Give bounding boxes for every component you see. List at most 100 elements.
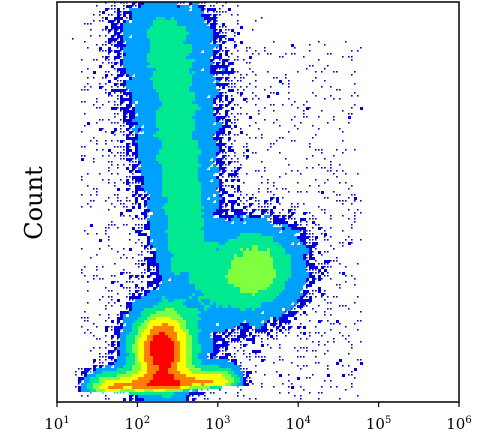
density-point: [168, 296, 171, 299]
density-point: [183, 167, 186, 170]
density-point: [210, 20, 212, 22]
density-point: [147, 35, 150, 38]
density-point: [120, 119, 122, 121]
density-point: [135, 152, 138, 155]
density-point: [285, 245, 288, 248]
density-point: [138, 26, 141, 29]
density-point: [183, 41, 186, 44]
density-point: [210, 269, 213, 272]
density-point: [261, 284, 264, 287]
density-point: [132, 56, 135, 59]
density-point: [129, 143, 131, 145]
density-point: [246, 206, 248, 208]
density-point: [162, 107, 165, 110]
density-point: [132, 89, 135, 92]
density-point: [207, 101, 210, 104]
density-point: [204, 131, 207, 134]
density-point: [153, 47, 156, 50]
density-point: [291, 272, 294, 275]
density-point: [114, 20, 116, 22]
density-point: [147, 2, 150, 5]
density-point: [312, 80, 314, 82]
density-point: [192, 236, 195, 239]
density-point: [123, 32, 126, 35]
density-point: [312, 155, 314, 157]
density-point: [318, 116, 320, 118]
density-point: [288, 230, 291, 233]
density-point: [177, 50, 180, 53]
density-point: [126, 68, 129, 71]
density-point: [159, 230, 162, 233]
density-point: [168, 182, 171, 185]
density-point: [219, 275, 222, 278]
density-point: [348, 122, 350, 124]
density-point: [159, 203, 162, 206]
density-point: [156, 278, 159, 281]
density-point: [141, 65, 144, 68]
density-point: [231, 68, 234, 71]
density-point: [117, 20, 120, 23]
density-point: [165, 107, 168, 110]
density-point: [126, 11, 129, 14]
density-point: [243, 197, 245, 199]
density-point: [105, 26, 108, 29]
density-point: [180, 35, 183, 38]
density-point: [207, 134, 210, 137]
density-point: [213, 122, 215, 124]
density-point: [111, 161, 113, 163]
density-point: [219, 248, 222, 251]
density-point: [231, 284, 234, 287]
density-point: [201, 173, 204, 176]
density-point: [231, 71, 234, 74]
density-point: [285, 221, 288, 224]
density-point: [258, 224, 261, 227]
density-point: [141, 101, 144, 104]
density-point: [138, 293, 141, 296]
density-point: [141, 197, 144, 200]
density-point: [231, 29, 234, 32]
density-point: [150, 140, 153, 143]
density-point: [168, 194, 171, 197]
density-point: [210, 185, 213, 188]
density-point: [150, 50, 153, 53]
density-point: [219, 233, 222, 236]
density-point: [186, 17, 189, 20]
density-point: [219, 221, 222, 224]
density-point: [309, 239, 311, 241]
density-point: [195, 248, 198, 251]
density-point: [285, 248, 288, 251]
density-point: [114, 104, 116, 106]
density-point: [315, 95, 317, 97]
density-point: [198, 53, 201, 56]
density-point: [192, 122, 195, 125]
density-point: [234, 116, 236, 118]
density-point: [162, 215, 165, 218]
density-point: [204, 257, 207, 260]
density-point: [237, 269, 240, 272]
density-point: [153, 17, 156, 20]
density-point: [216, 272, 219, 275]
density-point: [138, 227, 140, 229]
density-point: [234, 179, 236, 181]
density-point: [234, 152, 236, 154]
density-point: [246, 248, 249, 251]
density-point: [213, 263, 216, 266]
density-point: [234, 209, 237, 212]
density-point: [207, 242, 210, 245]
density-point: [138, 5, 141, 8]
density-point: [177, 155, 180, 158]
density-point: [339, 272, 341, 274]
density-point: [132, 26, 135, 29]
density-point: [264, 50, 266, 52]
density-point: [189, 98, 192, 101]
density-point: [180, 194, 183, 197]
density-point: [174, 44, 177, 47]
density-point: [159, 137, 162, 140]
density-point: [171, 26, 174, 29]
density-point: [144, 227, 147, 230]
density-point: [204, 140, 207, 143]
density-point: [132, 227, 135, 230]
density-point: [267, 275, 270, 278]
density-point: [186, 296, 189, 299]
density-point: [294, 263, 297, 266]
